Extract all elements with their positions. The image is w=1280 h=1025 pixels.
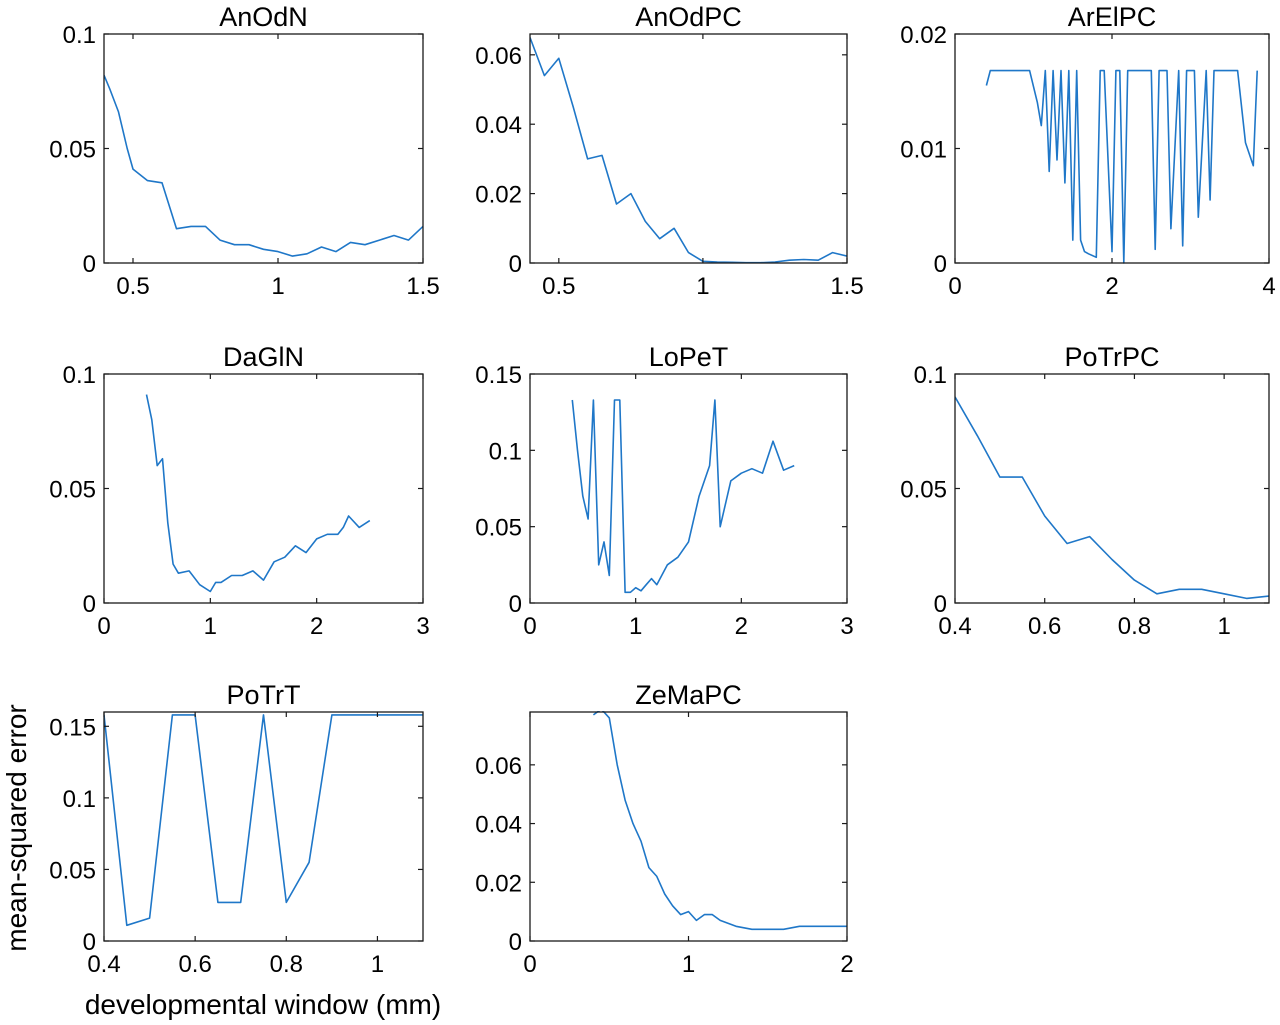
x-tick-label: 0.5 bbox=[116, 273, 149, 300]
x-tick-label: 2 bbox=[840, 951, 853, 978]
x-tick-label: 0 bbox=[948, 273, 961, 300]
x-tick-label: 2 bbox=[310, 613, 323, 640]
y-tick-label: 0 bbox=[83, 591, 96, 618]
y-tick-label: 0 bbox=[509, 929, 522, 956]
x-tick-label: 0.4 bbox=[87, 951, 120, 978]
y-tick-label: 0.01 bbox=[900, 137, 947, 164]
subplot-potrpc: PoTrPC 0.4 0.6 0.8 1 0 0.05 0.1 bbox=[900, 342, 1270, 640]
subplot-anodn: AnOdN 0.5 1 1.5 0 0.05 0.1 bbox=[49, 2, 439, 300]
y-tick-label: 0.1 bbox=[63, 786, 96, 813]
y-tick-label: 0.05 bbox=[49, 477, 96, 504]
y-tick-label: 0.05 bbox=[900, 477, 947, 504]
y-tick-label: 0.1 bbox=[63, 362, 96, 389]
axes-frame-anodpc bbox=[529, 33, 848, 264]
axes-frame-dagln bbox=[103, 373, 424, 604]
x-tick-label: 1 bbox=[629, 613, 642, 640]
y-tick-label: 0.1 bbox=[914, 362, 947, 389]
x-tick-label: 0 bbox=[523, 613, 536, 640]
subplot-title-anodn: AnOdN bbox=[219, 2, 308, 32]
y-tick-label: 0.1 bbox=[63, 22, 96, 49]
series-line-anodpc bbox=[530, 37, 847, 264]
series-line-arelpc bbox=[985, 69, 1258, 264]
x-axis-label: developmental window (mm) bbox=[85, 989, 441, 1020]
x-tick-label: 1 bbox=[371, 951, 384, 978]
x-tick-label: 1 bbox=[271, 273, 284, 300]
y-tick-label: 0 bbox=[83, 929, 96, 956]
y-tick-label: 0 bbox=[509, 251, 522, 278]
subplot-title-potrpc: PoTrPC bbox=[1064, 342, 1159, 372]
x-tick-label: 0.8 bbox=[270, 951, 303, 978]
series-line-lopet bbox=[571, 399, 795, 594]
x-tick-label: 0.5 bbox=[542, 273, 575, 300]
y-tick-label: 0.1 bbox=[489, 438, 522, 465]
x-tick-label: 0.4 bbox=[938, 613, 971, 640]
x-tick-label: 4 bbox=[1262, 273, 1275, 300]
subplot-grid: AnOdN 0.5 1 1.5 0 0.05 0.1 AnOdPC 0.5 1 1.5 0 0.02 0.… bbox=[49, 2, 1275, 978]
subplot-potrt: PoTrT 0.4 0.6 0.8 1 0 0.05 0.1 0.15 bbox=[49, 680, 424, 978]
y-tick-label: 0.05 bbox=[49, 857, 96, 884]
y-tick-label: 0.05 bbox=[49, 137, 96, 164]
x-tick-label: 0.6 bbox=[178, 951, 211, 978]
subplot-lopet: LoPeT 0 1 2 3 0 0.05 0.1 0.15 bbox=[475, 342, 853, 640]
axes-frame-lopet bbox=[529, 373, 848, 604]
subplot-title-lopet: LoPeT bbox=[649, 342, 729, 372]
x-tick-label: 0.8 bbox=[1118, 613, 1151, 640]
y-tick-label: 0.15 bbox=[49, 714, 96, 741]
x-tick-label: 3 bbox=[840, 613, 853, 640]
subplot-arelpc: ArElPC 0 2 4 0 0.01 0.02 bbox=[900, 2, 1275, 300]
axes-frame-zemapc bbox=[529, 711, 848, 942]
subplot-title-potrt: PoTrT bbox=[227, 680, 301, 710]
series-line-potrt bbox=[104, 714, 423, 927]
x-tick-label: 2 bbox=[735, 613, 748, 640]
x-tick-label: 1.5 bbox=[406, 273, 439, 300]
x-tick-label: 1 bbox=[696, 273, 709, 300]
y-tick-label: 0 bbox=[83, 251, 96, 278]
y-tick-label: 0.06 bbox=[475, 753, 522, 780]
x-tick-label: 2 bbox=[1105, 273, 1118, 300]
subplot-title-dagln: DaGlN bbox=[223, 342, 304, 372]
subplot-anodpc: AnOdPC 0.5 1 1.5 0 0.02 0.04 0.06 bbox=[475, 2, 863, 300]
axes-frame-potrpc bbox=[954, 373, 1270, 604]
x-tick-label: 1 bbox=[1217, 613, 1230, 640]
subplot-title-zemapc: ZeMaPC bbox=[635, 680, 742, 710]
x-tick-label: 1 bbox=[204, 613, 217, 640]
subplot-title-arelpc: ArElPC bbox=[1068, 2, 1157, 32]
axes-frame-potrt bbox=[103, 711, 424, 942]
series-line-potrpc bbox=[955, 396, 1269, 600]
y-axis-label: mean-squared error bbox=[1, 704, 32, 951]
y-tick-label: 0 bbox=[934, 591, 947, 618]
y-tick-label: 0.15 bbox=[475, 362, 522, 389]
x-tick-label: 0 bbox=[97, 613, 110, 640]
x-tick-label: 1.5 bbox=[830, 273, 863, 300]
series-line-anodn bbox=[104, 74, 423, 257]
x-tick-label: 0 bbox=[523, 951, 536, 978]
subplot-dagln: DaGlN 0 1 2 3 0 0.05 0.1 bbox=[49, 342, 429, 640]
x-tick-label: 3 bbox=[416, 613, 429, 640]
y-tick-label: 0.02 bbox=[475, 870, 522, 897]
y-tick-label: 0 bbox=[934, 251, 947, 278]
y-tick-label: 0.02 bbox=[900, 22, 947, 49]
y-tick-label: 0.06 bbox=[475, 43, 522, 70]
x-tick-label: 0.6 bbox=[1028, 613, 1061, 640]
y-tick-label: 0.02 bbox=[475, 182, 522, 209]
series-line-dagln bbox=[145, 394, 371, 593]
y-tick-label: 0.04 bbox=[475, 812, 522, 839]
subplot-title-anodpc: AnOdPC bbox=[635, 2, 742, 32]
y-tick-label: 0.05 bbox=[475, 515, 522, 542]
y-tick-label: 0 bbox=[509, 591, 522, 618]
axes-frame-anodn bbox=[103, 33, 424, 264]
y-tick-label: 0.04 bbox=[475, 112, 522, 139]
subplot-zemapc: ZeMaPC 0 1 2 0 0.02 0.04 0.06 bbox=[475, 680, 853, 978]
x-tick-label: 1 bbox=[682, 951, 695, 978]
series-line-zemapc bbox=[592, 711, 847, 931]
